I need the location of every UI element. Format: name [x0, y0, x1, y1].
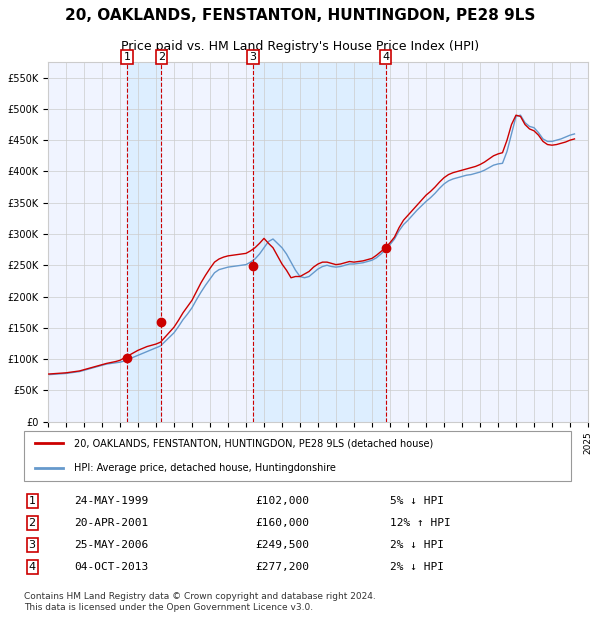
Text: 1: 1	[124, 52, 131, 62]
Text: 24-MAY-1999: 24-MAY-1999	[74, 497, 149, 507]
Text: 2% ↓ HPI: 2% ↓ HPI	[390, 540, 444, 550]
Text: 2: 2	[158, 52, 165, 62]
Text: 20-APR-2001: 20-APR-2001	[74, 518, 149, 528]
Text: 4: 4	[382, 52, 389, 62]
Text: £102,000: £102,000	[255, 497, 309, 507]
Text: Price paid vs. HM Land Registry's House Price Index (HPI): Price paid vs. HM Land Registry's House …	[121, 40, 479, 53]
Text: 2: 2	[29, 518, 35, 528]
Text: 4: 4	[29, 562, 35, 572]
Text: 12% ↑ HPI: 12% ↑ HPI	[390, 518, 451, 528]
Bar	[127, 62, 161, 422]
Text: Contains HM Land Registry data © Crown copyright and database right 2024.
This d: Contains HM Land Registry data © Crown c…	[23, 592, 376, 611]
Text: £277,200: £277,200	[255, 562, 309, 572]
Text: 20, OAKLANDS, FENSTANTON, HUNTINGDON, PE28 9LS (detached house): 20, OAKLANDS, FENSTANTON, HUNTINGDON, PE…	[74, 438, 434, 448]
Text: 3: 3	[250, 52, 257, 62]
Text: £249,500: £249,500	[255, 540, 309, 550]
Text: 25-MAY-2006: 25-MAY-2006	[74, 540, 149, 550]
Text: 5% ↓ HPI: 5% ↓ HPI	[390, 497, 444, 507]
Text: £160,000: £160,000	[255, 518, 309, 528]
Text: HPI: Average price, detached house, Huntingdonshire: HPI: Average price, detached house, Hunt…	[74, 463, 336, 473]
Text: 1: 1	[29, 497, 35, 507]
Text: 2% ↓ HPI: 2% ↓ HPI	[390, 562, 444, 572]
FancyBboxPatch shape	[23, 430, 571, 481]
Text: 20, OAKLANDS, FENSTANTON, HUNTINGDON, PE28 9LS: 20, OAKLANDS, FENSTANTON, HUNTINGDON, PE…	[65, 8, 535, 23]
Bar	[253, 62, 386, 422]
Text: 04-OCT-2013: 04-OCT-2013	[74, 562, 149, 572]
Text: 3: 3	[29, 540, 35, 550]
